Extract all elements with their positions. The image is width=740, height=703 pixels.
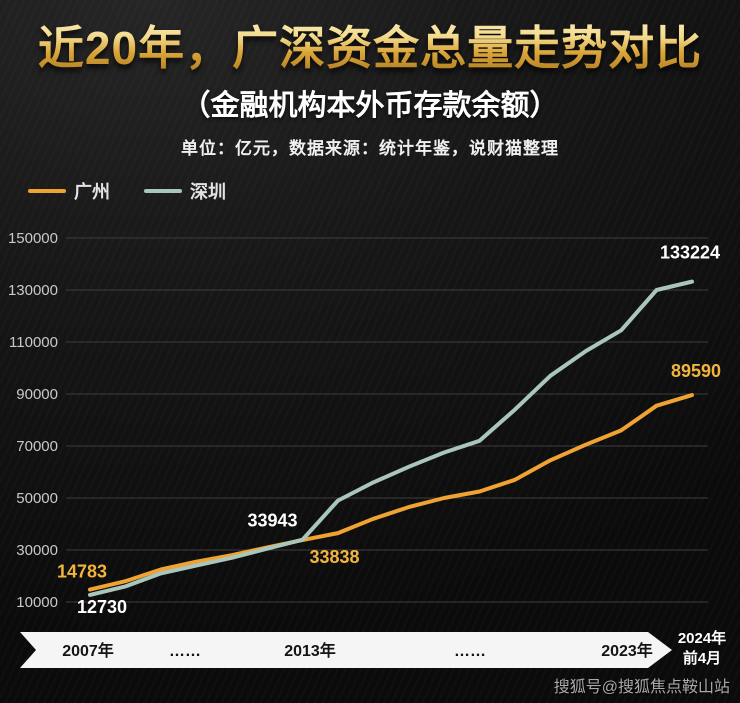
x-axis-end-label: 前4月 bbox=[683, 649, 721, 667]
series-line-深圳 bbox=[88, 279, 694, 597]
line-chart: 10000 30000 50000 70000 90000 110000 130000 150… bbox=[8, 230, 726, 668]
guangzhou-line-swatch bbox=[28, 189, 66, 193]
legend-label-guangzhou: 广州 bbox=[74, 182, 110, 202]
y-tick-label: 70000 bbox=[16, 438, 58, 455]
x-axis-label: 2013年 bbox=[284, 641, 336, 660]
data-label: 33838 bbox=[309, 547, 359, 567]
x-axis-label: 2023年 bbox=[601, 641, 653, 660]
y-tick-label: 30000 bbox=[16, 542, 58, 559]
y-tick-label: 130000 bbox=[8, 282, 58, 299]
y-tick-label: 110000 bbox=[9, 334, 58, 351]
legend-label-shenzhen: 深圳 bbox=[190, 182, 226, 202]
data-label: 133224 bbox=[660, 243, 720, 263]
legend-item-guangzhou: 广州 bbox=[28, 178, 110, 204]
page-subtitle: （金融机构本外币存款余额） bbox=[181, 90, 559, 122]
y-tick-label: 150000 bbox=[8, 230, 58, 247]
shenzhen-line-swatch bbox=[144, 189, 182, 193]
x-axis-ribbon bbox=[20, 632, 672, 668]
x-axis-end-label: 2024年 bbox=[678, 629, 726, 647]
data-label: 89590 bbox=[671, 361, 721, 381]
y-tick-label: 90000 bbox=[16, 386, 58, 403]
page-title: 近20年，广深资金总量走势对比 bbox=[0, 12, 740, 78]
chart-legend: 广州 深圳 bbox=[28, 178, 226, 204]
x-axis-label: …… bbox=[169, 643, 201, 660]
y-tick-label: 50000 bbox=[16, 490, 58, 507]
source-note: 单位：亿元，数据来源：统计年鉴，说财猫整理 bbox=[181, 139, 559, 158]
legend-item-shenzhen: 深圳 bbox=[144, 178, 226, 204]
data-label: 12730 bbox=[77, 597, 127, 617]
data-label: 14783 bbox=[57, 562, 107, 582]
series-line-广州 bbox=[88, 393, 694, 592]
data-label: 33943 bbox=[247, 511, 297, 531]
x-axis-label: …… bbox=[454, 643, 486, 660]
y-tick-label: 10000 bbox=[16, 594, 58, 611]
watermark: 搜狐号@搜狐焦点鞍山站 bbox=[553, 679, 730, 696]
x-axis-label: 2007年 bbox=[62, 641, 114, 660]
